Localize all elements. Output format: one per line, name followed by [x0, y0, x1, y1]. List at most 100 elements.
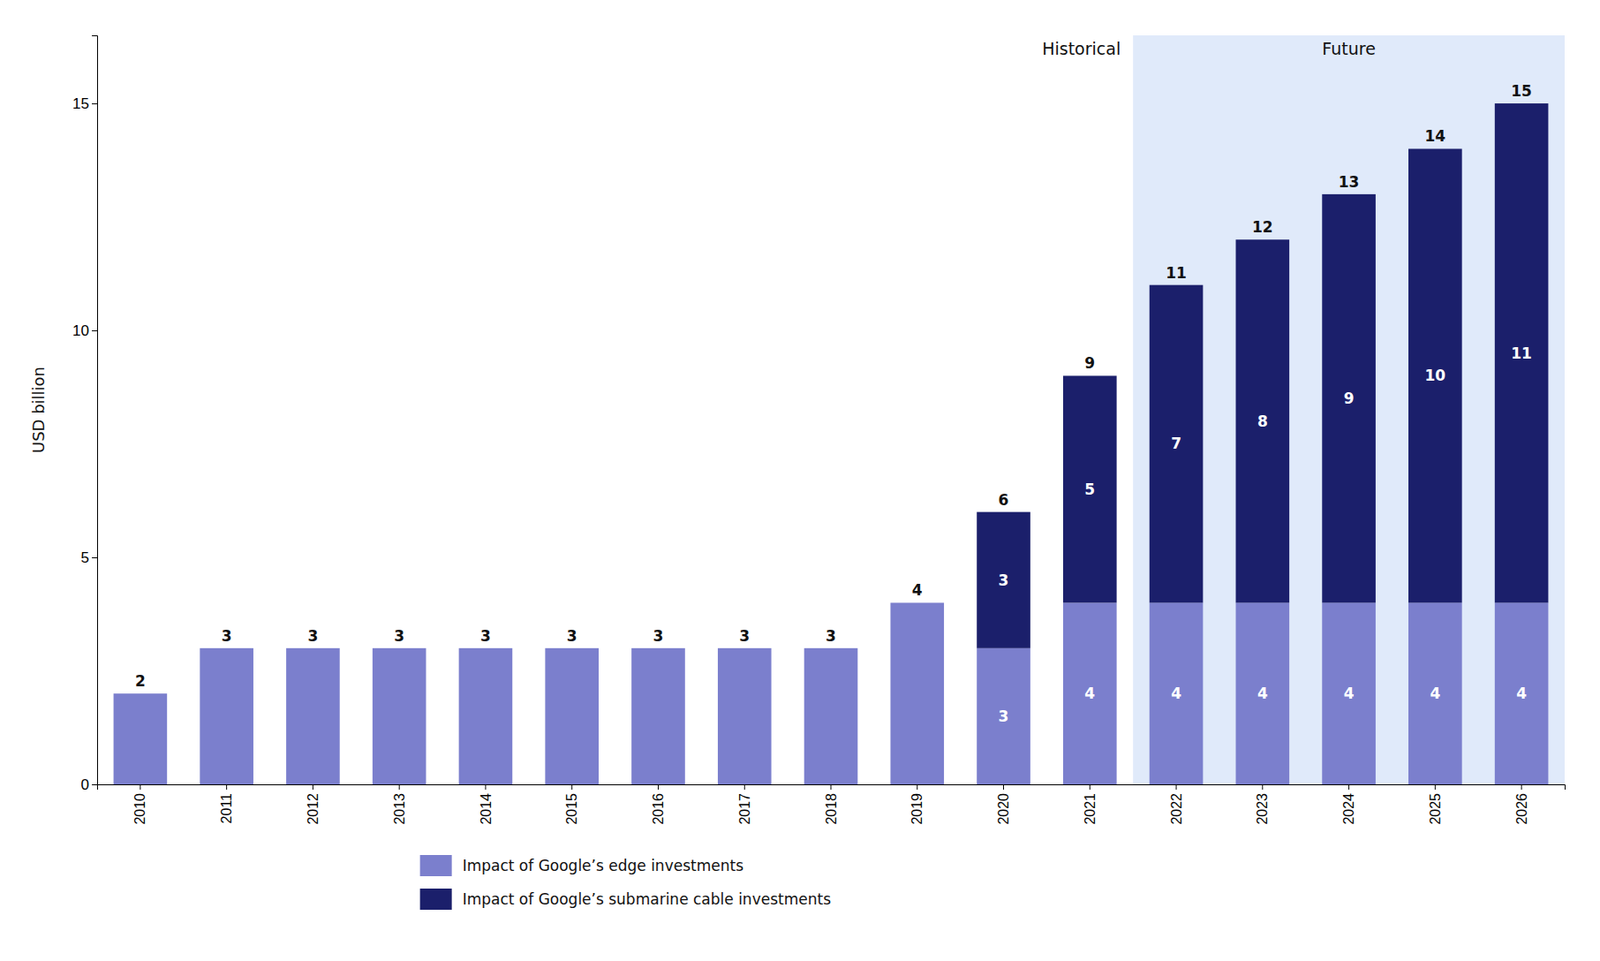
segment-label: 4: [1084, 684, 1095, 702]
y-tick-label: 5: [81, 549, 90, 567]
x-tick-label: 2026: [1514, 792, 1530, 825]
x-tick-label: 2022: [1169, 792, 1185, 825]
segment-label: 10: [1425, 366, 1447, 385]
segment-label: 4: [1516, 684, 1527, 702]
x-tick-label: 2012: [305, 792, 321, 825]
x-tick: 2022: [1169, 784, 1185, 825]
x-tick: 2013: [392, 784, 408, 825]
bar-segment: [890, 602, 944, 604]
bar-segment: [459, 647, 514, 649]
x-tick-label: 2010: [132, 792, 148, 825]
plot-area: [113, 35, 1565, 785]
total-label: 12: [1252, 218, 1274, 236]
x-tick: 2018: [823, 784, 839, 825]
y-tick-label: 15: [72, 95, 90, 113]
segment-label: 3: [998, 707, 1010, 725]
x-tick-label: 2014: [478, 792, 494, 825]
chart: 34444443578910112333333334691112131415Hi…: [0, 0, 1600, 961]
bar-segment: [890, 602, 944, 785]
x-tick: 2019: [909, 784, 925, 825]
x-tick-label: 2023: [1254, 792, 1270, 825]
x-tick-mark: [916, 784, 918, 790]
y-axis-line: [91, 36, 99, 785]
y-tick-mark: [91, 784, 98, 785]
legend-label: Impact of Google’s submarine cable inves…: [462, 890, 831, 908]
legend-label: Impact of Google’s edge investments: [462, 856, 745, 875]
legend: Impact of Google’s edge investments Impac…: [420, 854, 831, 910]
x-tick-label: 2017: [737, 792, 753, 825]
x-tick-mark: [1521, 784, 1523, 790]
x-tick: 2011: [218, 784, 234, 823]
x-tick: 2015: [564, 784, 580, 825]
bar-segment: [1408, 602, 1463, 785]
total-label: 15: [1510, 82, 1533, 100]
total-label: 13: [1338, 173, 1360, 191]
x-tick: 2012: [305, 784, 321, 825]
bar-segment: [1321, 194, 1376, 604]
x-tick-mark: [1176, 784, 1178, 790]
bar-segment: [1494, 602, 1549, 785]
legend-item: Impact of Google’s submarine cable inves…: [420, 888, 831, 910]
segment-label: 3: [998, 571, 1010, 589]
x-tick: 2025: [1427, 784, 1443, 825]
y-tick-mark: [91, 557, 98, 559]
bar-segment: [459, 648, 514, 785]
x-tick-mark: [571, 784, 573, 790]
x-tick-label: 2013: [392, 792, 408, 825]
total-label: 3: [307, 626, 318, 645]
y-tick: 15: [72, 95, 98, 113]
total-label: 2: [135, 671, 146, 690]
y-axis-title: USD billion: [29, 366, 48, 453]
segment-label: 4: [1343, 684, 1355, 702]
y-tick: 0: [81, 776, 98, 793]
x-tick-label: 2021: [1082, 792, 1098, 825]
bar-segment: [976, 648, 1031, 785]
x-tick-label: 2019: [909, 792, 925, 825]
series-bars: [113, 602, 1549, 785]
region-label: Historical: [1041, 38, 1121, 59]
region-background: [1132, 35, 1565, 785]
bar-segment: [544, 648, 599, 785]
bar-segment: [631, 647, 686, 649]
x-tick-mark: [399, 784, 400, 790]
bar-segment: [286, 647, 340, 649]
x-tick-mark: [657, 784, 659, 790]
bar-segment: [1063, 602, 1117, 785]
bar-segment: [199, 648, 254, 785]
x-tick-mark: [312, 784, 314, 790]
bar-segment: [199, 647, 254, 649]
x-tick-label: 2011: [218, 792, 234, 824]
bar-segment: [1408, 148, 1463, 603]
labels: 34444443578910112333333334691112131415Hi…: [135, 38, 1533, 725]
total-label: 4: [912, 581, 923, 599]
y-tick-mark: [91, 330, 98, 332]
x-tick: 2021: [1082, 784, 1098, 825]
x-tick-mark: [1261, 784, 1263, 790]
y-tick: 5: [81, 549, 98, 567]
bar-segment: [1236, 602, 1291, 785]
x-tick: 2024: [1341, 784, 1357, 825]
bar-segment: [717, 647, 772, 649]
x-tick: 2016: [650, 784, 666, 825]
total-label: 11: [1165, 264, 1187, 282]
bar-segment: [1149, 285, 1204, 604]
segment-label: 8: [1257, 412, 1268, 431]
total-label: 6: [998, 490, 1010, 509]
segment-label: 4: [1429, 684, 1441, 702]
bar-segment: [372, 647, 427, 649]
x-tick: 2023: [1254, 784, 1270, 825]
segment-label: 7: [1170, 434, 1182, 453]
x-tick-mark: [139, 784, 141, 790]
segment-label: 4: [1257, 684, 1268, 702]
total-label: 3: [653, 626, 665, 645]
x-tick: 2014: [478, 784, 494, 825]
bar-segment: [544, 647, 599, 649]
segment-label: 11: [1510, 344, 1533, 363]
x-tick-mark: [484, 784, 486, 790]
y-tick-mark: [91, 103, 98, 105]
x-tick-label: 2020: [996, 792, 1012, 825]
total-label: 3: [825, 626, 837, 645]
x-tick-mark: [744, 784, 746, 790]
total-label: 9: [1084, 354, 1095, 372]
total-label: 3: [739, 626, 750, 645]
